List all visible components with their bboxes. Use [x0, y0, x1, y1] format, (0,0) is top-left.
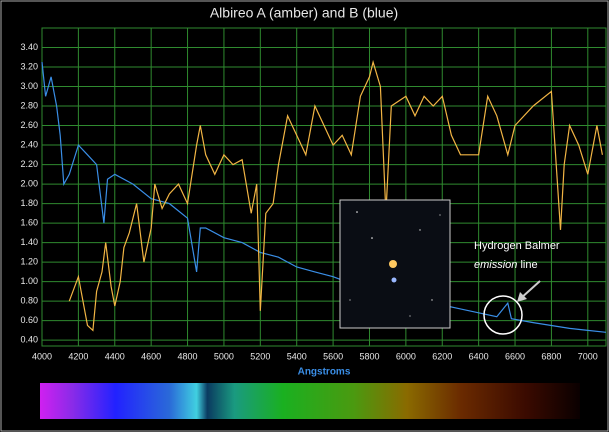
y-tick-label: 2.20 [20, 159, 38, 169]
x-tick-label: 6200 [432, 351, 452, 361]
x-tick-label: 5800 [359, 351, 379, 361]
annotation: emission line [474, 259, 538, 271]
highlight-circle [483, 295, 523, 335]
star [371, 237, 373, 239]
star [391, 277, 397, 283]
y-tick-label: 1.00 [20, 276, 38, 286]
chart-title: Albireo A (amber) and B (blue) [210, 5, 398, 21]
x-tick-label: 5200 [250, 351, 270, 361]
annotation-text: line [520, 259, 537, 271]
y-tick-label: 1.80 [20, 198, 38, 208]
x-tick-label: 4200 [68, 351, 88, 361]
annotation-emphasis: emission [474, 259, 517, 271]
y-tick-label: 1.20 [20, 256, 38, 266]
series-line [41, 62, 607, 333]
x-tick-label: 4800 [178, 351, 198, 361]
spectrum-strip [40, 383, 580, 419]
x-tick-label: 6800 [541, 351, 561, 361]
y-tick-label: 3.00 [20, 81, 38, 91]
star [419, 229, 421, 231]
annotation: Hydrogen Balmer [474, 240, 560, 252]
y-tick-label: 2.40 [20, 139, 38, 149]
y-tick-label: 0.40 [20, 335, 38, 345]
y-tick-label: 0.60 [20, 315, 38, 325]
y-tick-label: 1.40 [20, 237, 38, 247]
x-tick-label: 4400 [105, 351, 125, 361]
star [409, 315, 411, 317]
x-tick-label: 4600 [141, 351, 161, 361]
star [431, 299, 433, 301]
y-tick-label: 1.60 [20, 217, 38, 227]
x-tick-label: 5000 [214, 351, 234, 361]
x-tick-label: 6400 [469, 351, 489, 361]
x-tick-label: 6000 [396, 351, 416, 361]
y-tick-label: 3.40 [20, 42, 38, 52]
star [356, 211, 358, 213]
x-tick-label: 4000 [32, 351, 52, 361]
inset-image [339, 199, 451, 329]
x-axis-label: Angstroms [298, 367, 351, 378]
annotation-arrowhead [517, 292, 527, 302]
y-tick-label: 3.20 [20, 61, 38, 71]
x-tick-label: 6600 [505, 351, 525, 361]
y-tick-label: 2.60 [20, 120, 38, 130]
y-tick-label: 2.80 [20, 100, 38, 110]
x-tick-label: 5400 [287, 351, 307, 361]
y-tick-label: 0.80 [20, 296, 38, 306]
star [439, 214, 441, 216]
y-tick-label: 2.00 [20, 178, 38, 188]
x-tick-label: 5600 [323, 351, 343, 361]
star [389, 260, 397, 268]
x-tick-label: 7000 [578, 351, 598, 361]
star [349, 299, 351, 301]
series-line [68, 59, 603, 332]
